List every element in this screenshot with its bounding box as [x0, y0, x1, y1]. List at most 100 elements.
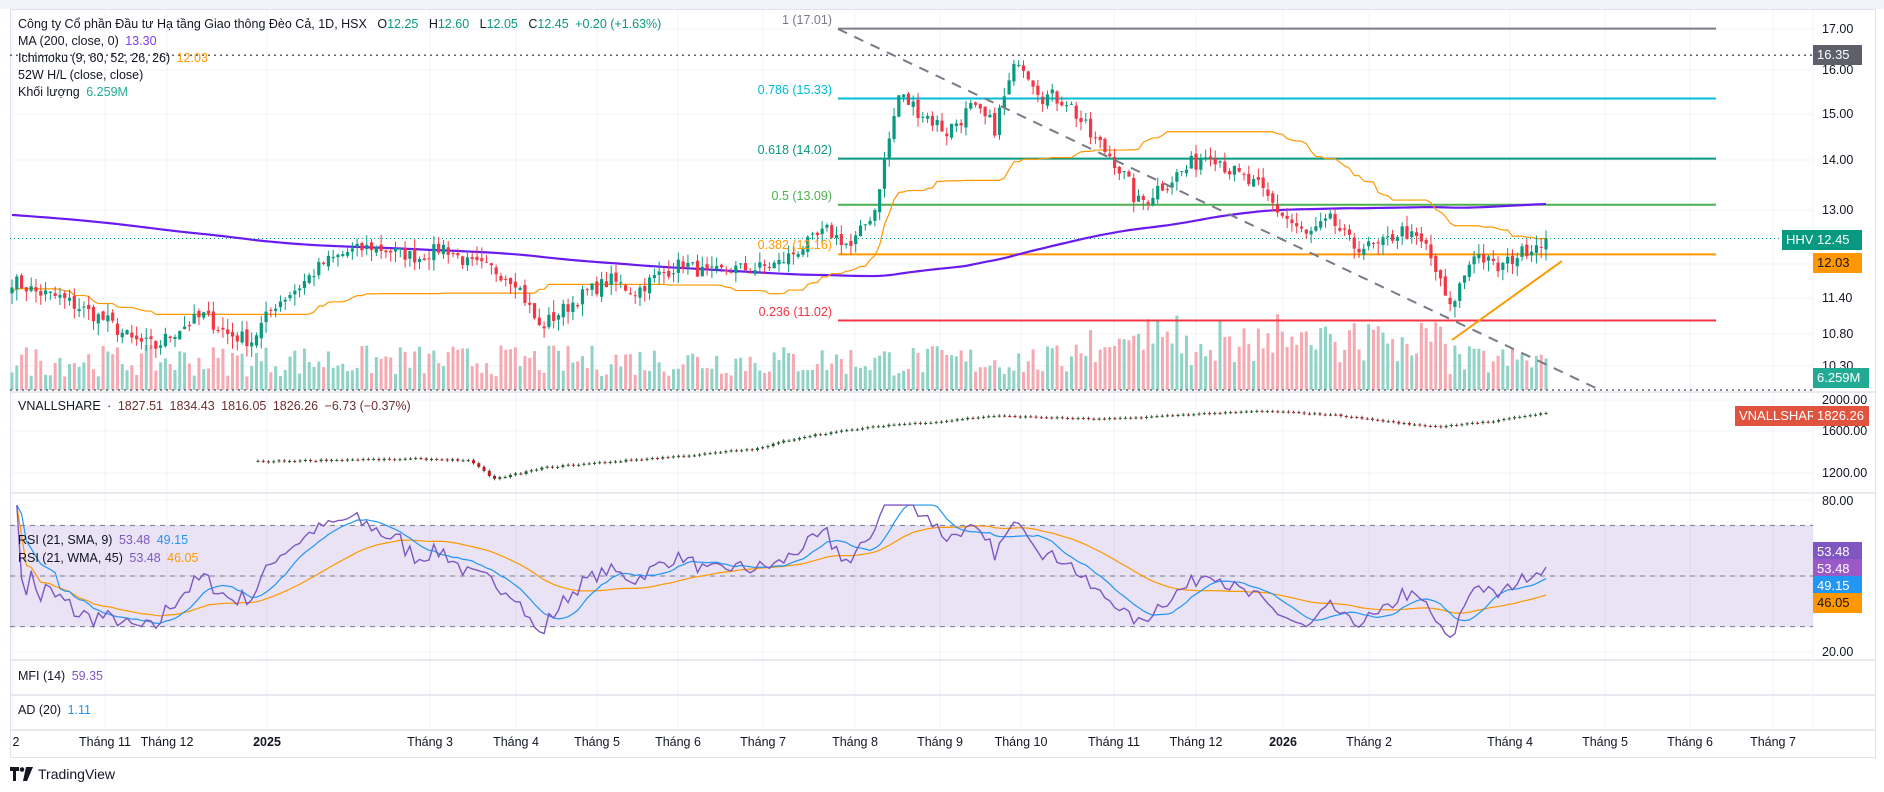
volume-bar — [533, 350, 537, 390]
index-candle — [845, 430, 849, 432]
candle-body — [959, 122, 963, 126]
index-series — [256, 409, 1548, 481]
index-candle — [750, 449, 754, 451]
candle-body — [945, 133, 949, 137]
time-tick: Tháng 4 — [493, 735, 539, 749]
candle-body — [1266, 189, 1270, 196]
volume-bar — [739, 357, 743, 390]
index-candle — [508, 474, 512, 478]
volume-bar — [1544, 358, 1548, 390]
index-candle — [451, 459, 455, 461]
candle-body — [1088, 118, 1093, 138]
index-candle — [1528, 415, 1532, 417]
volume-bar — [1501, 349, 1505, 390]
candle-body — [470, 257, 474, 259]
rsi-line — [16, 504, 1547, 639]
candle-body — [298, 288, 302, 291]
index-name: VNALLSHARE — [18, 399, 101, 413]
candle-body — [576, 305, 580, 307]
fib-level-label: 0.786 (15.33) — [757, 82, 832, 97]
index-candle — [498, 477, 502, 479]
volume-bar — [360, 346, 364, 390]
tradingview-logo[interactable]: TradingView — [10, 766, 115, 782]
index-candle — [824, 434, 828, 436]
mfi-legend[interactable]: MFI (14) 59.35 — [18, 669, 106, 683]
index-candle — [766, 446, 770, 448]
volume-bar — [830, 363, 834, 390]
index-candle — [1024, 416, 1028, 418]
volume-bar — [662, 371, 666, 390]
volume-series — [10, 314, 1548, 390]
index-candle — [566, 464, 570, 466]
index-candle — [724, 451, 728, 453]
candle-body — [767, 267, 772, 269]
index-candle — [1302, 412, 1306, 414]
index-candle — [1150, 416, 1154, 418]
volume-bar — [1007, 367, 1011, 390]
candle-body — [417, 258, 422, 263]
volume-bar — [1434, 322, 1438, 390]
volume-bar — [1520, 354, 1524, 390]
ad-legend[interactable]: AD (20) 1.11 — [18, 703, 94, 717]
volume-bar — [657, 362, 661, 390]
candle-body — [1299, 226, 1304, 229]
index-candle — [503, 477, 507, 479]
candle-body — [451, 252, 455, 254]
ichimoku-legend[interactable]: Ichimoku (9, 60, 52, 26, 26) 12.03 — [18, 51, 211, 65]
candle-body — [786, 253, 791, 265]
index-candle — [1371, 418, 1375, 420]
volume-bar — [624, 354, 628, 390]
volume-bar — [542, 372, 546, 390]
candle-body — [911, 101, 915, 107]
candle-body — [15, 276, 19, 290]
index-legend[interactable]: VNALLSHARE · 1827.51 1834.43 1816.05 182… — [18, 399, 414, 413]
candle-body — [446, 247, 450, 255]
candle-body — [336, 254, 340, 258]
candle-body — [1371, 242, 1376, 244]
candle-body — [1376, 242, 1380, 244]
price-tick: 10.80 — [1822, 327, 1854, 341]
index-candle — [1418, 424, 1422, 426]
change-value: +0.20 (+1.63%) — [575, 17, 662, 31]
index-candle — [640, 459, 644, 461]
candle-body — [878, 189, 882, 213]
candle-body — [427, 258, 431, 260]
symbol-legend[interactable]: Công ty Cổ phần Đầu tư Hạ tầng Giao thôn… — [18, 17, 664, 31]
index-candle — [677, 455, 681, 457]
rsi-sma-legend[interactable]: RSI (21, SMA, 9) 53.48 49.15 — [18, 533, 191, 547]
candle-body — [667, 270, 671, 277]
hl-legend[interactable]: 52W H/L (close, close) — [18, 68, 146, 82]
candle-body — [753, 270, 757, 274]
volume-bar — [561, 370, 565, 390]
index-candle — [1039, 417, 1043, 419]
volume-bar — [302, 348, 306, 390]
candle-body — [1031, 80, 1035, 87]
volume-bar — [29, 375, 33, 390]
volume-bar — [1189, 365, 1193, 390]
volume-bar — [633, 374, 637, 390]
volume-bar — [461, 348, 465, 390]
index-candle — [1518, 416, 1522, 418]
rsi-wma-legend[interactable]: RSI (21, WMA, 45) 53.48 46.05 — [18, 551, 201, 565]
time-tick: Tháng 4 — [1487, 735, 1533, 749]
index-candle — [829, 432, 833, 435]
candle-body — [964, 108, 968, 128]
index-candle — [1171, 415, 1175, 417]
open-label: O — [377, 17, 388, 31]
time-tick: Tháng 9 — [917, 735, 963, 749]
index-candle — [1313, 413, 1317, 415]
index-candle — [1292, 411, 1296, 413]
rsi-badge: 53.48 — [1813, 542, 1862, 562]
candle-body — [523, 285, 527, 303]
volume-bar — [159, 362, 163, 390]
volume-bar — [628, 354, 632, 390]
candle-body — [638, 287, 642, 298]
ma-legend[interactable]: MA (200, close, 0) 13.30 — [18, 34, 160, 48]
volume-legend[interactable]: Khối lượng 6.259M — [18, 85, 131, 99]
index-candle — [671, 456, 675, 458]
index-candle — [866, 427, 870, 429]
index-candle — [335, 459, 339, 461]
candle-body — [259, 322, 263, 339]
candle-body — [1141, 195, 1145, 200]
